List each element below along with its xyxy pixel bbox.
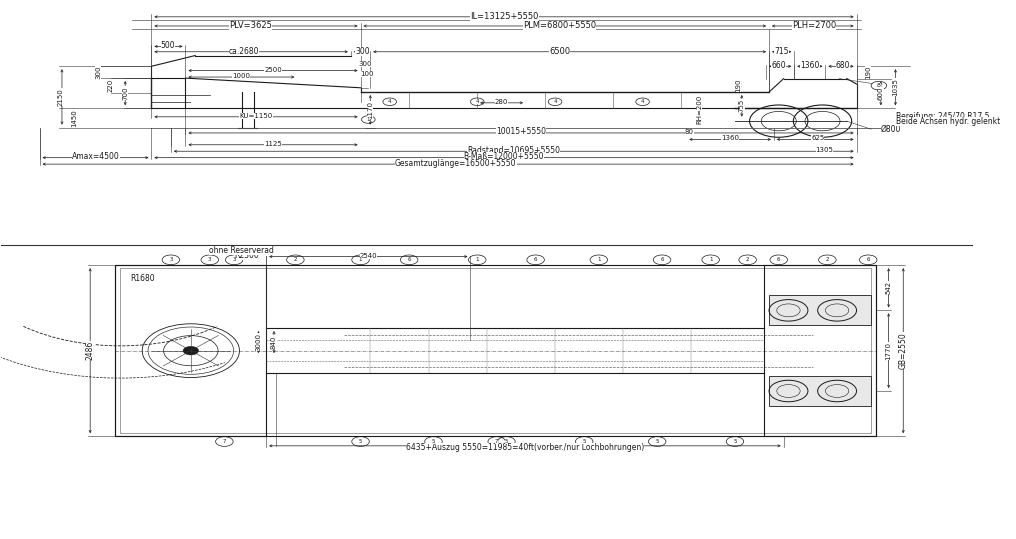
Text: 4: 4 [475, 99, 479, 104]
Text: Ø800: Ø800 [881, 125, 901, 134]
Text: 7: 7 [495, 439, 499, 444]
Text: Gesamtzuglänge=16500+5550: Gesamtzuglänge=16500+5550 [395, 158, 516, 168]
Text: 2: 2 [294, 257, 297, 262]
Text: 3: 3 [208, 257, 211, 262]
Text: 190: 190 [735, 78, 741, 92]
Text: 1: 1 [709, 257, 712, 262]
Text: 300: 300 [359, 60, 372, 67]
Text: 5: 5 [359, 439, 363, 444]
Text: 280: 280 [495, 99, 508, 105]
Text: 5: 5 [655, 439, 659, 444]
Bar [116, 265, 266, 436]
Text: 625: 625 [811, 135, 824, 141]
Text: 755: 755 [739, 99, 745, 113]
Text: 2540: 2540 [360, 253, 377, 259]
Text: 1035: 1035 [892, 78, 898, 96]
Text: 6: 6 [777, 257, 780, 262]
Text: 840: 840 [271, 335, 277, 349]
Text: RH=200: RH=200 [696, 95, 702, 125]
Text: 5: 5 [734, 439, 737, 444]
Text: Radstand=10695+5550: Radstand=10695+5550 [467, 146, 560, 155]
Bar [764, 265, 876, 436]
Text: 680: 680 [836, 61, 850, 70]
Text: 4: 4 [388, 99, 391, 104]
Text: 542: 542 [886, 281, 892, 294]
Text: 5: 5 [505, 439, 508, 444]
Text: R2300: R2300 [235, 251, 259, 260]
Text: KU=1150: KU=1150 [240, 113, 272, 119]
Bar [120, 268, 871, 433]
Text: 6500: 6500 [550, 47, 570, 56]
Text: 10015+5550: 10015+5550 [496, 127, 546, 136]
Text: 100: 100 [361, 71, 374, 78]
Text: ca.2680: ca.2680 [229, 47, 259, 56]
Text: 6: 6 [867, 257, 870, 262]
Text: Beide Achsen hydr. gelenkt: Beide Achsen hydr. gelenkt [896, 117, 1001, 126]
Text: 1360: 1360 [801, 61, 820, 70]
Text: 700: 700 [122, 86, 128, 100]
Text: 2150: 2150 [58, 88, 64, 106]
Text: 2: 2 [746, 257, 750, 262]
Text: 6: 6 [533, 257, 537, 262]
Text: 300: 300 [356, 47, 370, 56]
Text: 3: 3 [233, 257, 236, 262]
Text: 8: 8 [877, 83, 881, 88]
Text: 5: 5 [432, 439, 435, 444]
Text: 600: 600 [878, 87, 884, 100]
Text: PLM=6800+5550: PLM=6800+5550 [523, 21, 596, 30]
Text: GB=2550: GB=2550 [899, 333, 907, 369]
Text: 1: 1 [359, 257, 363, 262]
Text: 2: 2 [826, 257, 829, 262]
Text: Bereifung: 245/70 R17,5: Bereifung: 245/70 R17,5 [896, 112, 990, 121]
Text: 2500: 2500 [264, 66, 281, 73]
Text: 80: 80 [685, 129, 694, 135]
Text: 6: 6 [407, 257, 410, 262]
Circle shape [183, 347, 198, 355]
Text: R1680: R1680 [130, 274, 154, 282]
Text: 7: 7 [223, 439, 227, 444]
Text: 6435+Auszug 5550=11985=40ft(vorber./nur Lochbohrungen): 6435+Auszug 5550=11985=40ft(vorber./nur … [405, 444, 644, 452]
Text: 1360: 1360 [721, 135, 739, 141]
Text: PLH=2700: PLH=2700 [791, 21, 836, 30]
Text: 1: 1 [367, 117, 370, 122]
Text: 4: 4 [554, 99, 557, 104]
Text: Amax=4500: Amax=4500 [72, 152, 120, 161]
Text: 1450: 1450 [71, 109, 77, 127]
Text: 1770: 1770 [886, 342, 892, 360]
Text: 300: 300 [94, 65, 101, 79]
Text: 1170: 1170 [367, 101, 373, 119]
Text: PLV=3625: PLV=3625 [230, 21, 272, 30]
Text: 1305: 1305 [816, 147, 833, 153]
Text: 1000: 1000 [233, 73, 250, 79]
Text: 190: 190 [866, 66, 872, 79]
Bar [769, 376, 871, 406]
Bar [116, 265, 876, 436]
Text: ohne Reserverad: ohne Reserverad [209, 246, 274, 254]
Text: 660: 660 [771, 61, 786, 70]
Text: 6: 6 [660, 257, 663, 262]
Text: 3: 3 [169, 257, 173, 262]
Text: 4: 4 [641, 99, 644, 104]
Text: B-Maß=12000+5550: B-Maß=12000+5550 [463, 152, 545, 161]
Text: 500: 500 [161, 42, 176, 50]
Text: 2486: 2486 [85, 341, 94, 360]
Text: 715: 715 [774, 47, 788, 56]
Text: 1: 1 [597, 257, 600, 262]
Text: 1: 1 [475, 257, 479, 262]
Text: 3000: 3000 [255, 333, 261, 351]
Text: 220: 220 [108, 79, 114, 92]
Text: 5: 5 [582, 439, 586, 444]
Text: IL=13125+5550: IL=13125+5550 [470, 12, 538, 21]
Bar [769, 295, 871, 326]
Text: 1125: 1125 [264, 141, 281, 147]
